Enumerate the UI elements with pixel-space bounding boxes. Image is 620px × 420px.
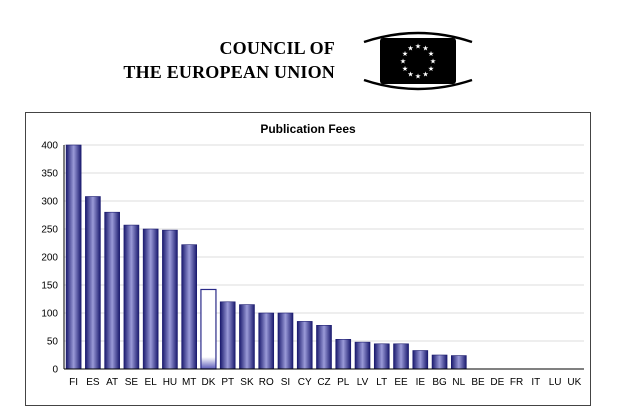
chart-frame: Publication Fees 0 50 100 150 200 250 300 350 40… bbox=[25, 112, 591, 406]
logo-star-icon: ★ bbox=[428, 50, 434, 58]
x-tick-label: LU bbox=[549, 377, 562, 388]
y-tick-label: 150 bbox=[41, 281, 58, 292]
bar-el bbox=[142, 228, 159, 370]
y-tick-label: 250 bbox=[41, 225, 58, 236]
x-tick-label: BG bbox=[432, 377, 447, 388]
x-tick-label: MT bbox=[182, 377, 196, 388]
logo-star-icon: ★ bbox=[415, 73, 421, 81]
logo-star-icon: ★ bbox=[422, 70, 428, 78]
org-name-line-2: THE EUROPEAN UNION bbox=[123, 62, 335, 82]
x-tick-label: IT bbox=[531, 377, 540, 388]
y-tick-label: 350 bbox=[41, 169, 58, 180]
x-tick-label: LV bbox=[357, 377, 369, 388]
publication-fees-chart: Publication Fees 0 50 100 150 200 250 300 350 40… bbox=[41, 122, 584, 388]
bar-es bbox=[85, 196, 101, 370]
x-tick-label: SE bbox=[125, 377, 139, 388]
x-tick-label: BE bbox=[471, 377, 485, 388]
bar-cz bbox=[316, 325, 332, 370]
x-tick-label: LT bbox=[376, 377, 387, 388]
bar-si bbox=[277, 312, 294, 370]
x-tick-label: IE bbox=[416, 377, 426, 388]
bar-pt bbox=[219, 301, 236, 370]
bar-nl bbox=[451, 355, 467, 370]
header: COUNCIL OF THE EUROPEAN UNION ★ ★ ★ ★ ★ ★ ★ ★ ★ ★… bbox=[0, 0, 620, 100]
x-tick-label: EL bbox=[145, 377, 158, 388]
x-tick-label: SI bbox=[281, 377, 290, 388]
bar-cy bbox=[296, 321, 313, 370]
logo-star-icon: ★ bbox=[400, 58, 406, 66]
x-tick-label: EE bbox=[394, 377, 408, 388]
bar-sk bbox=[239, 304, 255, 370]
logo-black-field bbox=[380, 38, 456, 84]
y-axis-ticks: 0 50 100 150 200 250 300 350 400 bbox=[41, 141, 58, 376]
x-tick-label: FR bbox=[510, 377, 523, 388]
bar-at bbox=[104, 211, 120, 370]
x-tick-label: UK bbox=[567, 377, 581, 388]
chart-title: Publication Fees bbox=[260, 122, 356, 136]
x-tick-label: SK bbox=[240, 377, 254, 388]
logo-upper-arc bbox=[363, 31, 473, 44]
logo-star-icon: ★ bbox=[430, 58, 436, 66]
y-tick-label: 100 bbox=[41, 309, 58, 320]
x-tick-label: DE bbox=[490, 377, 504, 388]
logo-star-icon: ★ bbox=[402, 50, 408, 58]
bar-se bbox=[123, 224, 140, 370]
bar-dk bbox=[200, 288, 217, 370]
bar-lv bbox=[354, 341, 371, 370]
x-tick-label: ES bbox=[86, 377, 100, 388]
bar-ro bbox=[258, 312, 275, 370]
x-tick-label: AT bbox=[106, 377, 118, 388]
x-tick-label: DK bbox=[201, 377, 215, 388]
y-tick-label: 50 bbox=[47, 337, 59, 348]
org-name-line-1: COUNCIL OF bbox=[219, 38, 335, 58]
x-tick-label: PT bbox=[221, 377, 234, 388]
logo-star-icon: ★ bbox=[428, 65, 434, 73]
x-tick-label: PL bbox=[337, 377, 350, 388]
x-tick-label: CZ bbox=[317, 377, 330, 388]
x-tick-label: HU bbox=[163, 377, 177, 388]
bar-ee bbox=[393, 343, 409, 370]
y-tick-label: 0 bbox=[52, 365, 58, 376]
bars bbox=[65, 144, 467, 370]
logo-star-icon: ★ bbox=[402, 65, 408, 73]
logo-star-icon: ★ bbox=[422, 45, 428, 53]
bar-hu bbox=[162, 229, 178, 370]
logo-lower-arc bbox=[363, 78, 473, 91]
x-tick-label: CY bbox=[298, 377, 312, 388]
x-tick-label: NL bbox=[452, 377, 465, 388]
bar-mt bbox=[181, 244, 197, 370]
grid-lines bbox=[64, 144, 584, 342]
logo-star-icon: ★ bbox=[407, 45, 413, 53]
bar-fi bbox=[65, 144, 82, 370]
x-axis-labels: FI ES AT SE EL HU MT DK PT SK RO SI CY CZ PL LV LT EE IE BG… bbox=[69, 377, 581, 388]
logo-star-icon: ★ bbox=[415, 43, 421, 51]
y-tick-label: 200 bbox=[41, 253, 58, 264]
bar-lt bbox=[373, 343, 390, 370]
x-tick-label: FI bbox=[69, 377, 78, 388]
bar-ie bbox=[412, 350, 429, 370]
y-tick-label: 300 bbox=[41, 197, 58, 208]
bar-bg bbox=[431, 354, 448, 370]
logo-stars: ★ ★★★★★★★★★★★ bbox=[400, 43, 436, 81]
eu-council-logo-icon: ★ ★★★★★★★★★★★ bbox=[363, 31, 473, 91]
bar-pl bbox=[335, 339, 352, 370]
logo-star-icon: ★ bbox=[407, 70, 413, 78]
x-tick-label: RO bbox=[259, 377, 274, 388]
y-tick-label: 400 bbox=[41, 141, 58, 152]
